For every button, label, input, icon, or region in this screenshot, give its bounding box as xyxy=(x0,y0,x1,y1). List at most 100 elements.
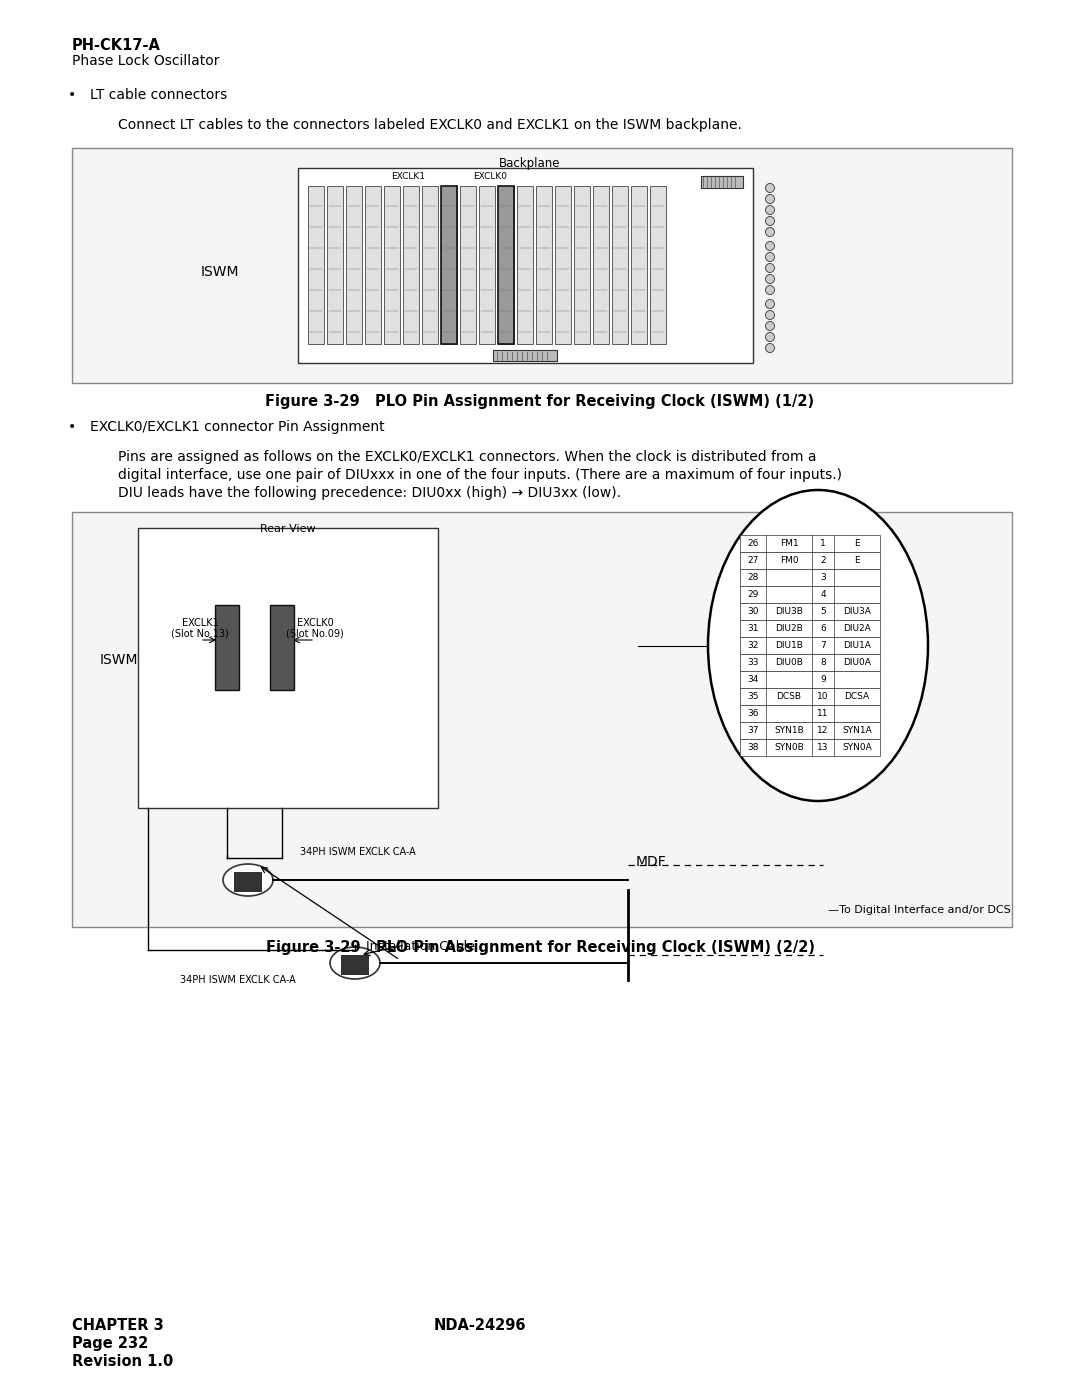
Circle shape xyxy=(766,194,774,204)
Text: MDF: MDF xyxy=(636,855,666,869)
Bar xyxy=(270,605,294,690)
Bar xyxy=(365,186,381,344)
Text: Phase Lock Oscillator: Phase Lock Oscillator xyxy=(72,54,219,68)
Circle shape xyxy=(766,264,774,272)
Text: Backplane: Backplane xyxy=(499,156,561,170)
Text: CHAPTER 3: CHAPTER 3 xyxy=(72,1317,164,1333)
Text: Page 232: Page 232 xyxy=(72,1336,148,1351)
Circle shape xyxy=(766,274,774,284)
Text: Revision 1.0: Revision 1.0 xyxy=(72,1354,173,1369)
Circle shape xyxy=(766,217,774,225)
Text: ISWM: ISWM xyxy=(100,652,138,666)
Text: FM0: FM0 xyxy=(780,556,798,564)
Bar xyxy=(384,186,400,344)
Bar xyxy=(327,186,343,344)
Text: ISWM: ISWM xyxy=(201,265,240,279)
Bar xyxy=(403,186,419,344)
Text: EXCLK0: EXCLK0 xyxy=(297,617,334,629)
Text: DIU1B: DIU1B xyxy=(775,641,802,650)
Bar xyxy=(740,552,880,569)
Text: Installation Cable: Installation Cable xyxy=(365,940,474,953)
Bar xyxy=(740,535,880,552)
Text: 34PH ISWM EXCLK CA-A: 34PH ISWM EXCLK CA-A xyxy=(180,975,296,985)
Text: DIU leads have the following precedence: DIU0xx (high) → DIU3xx (low).: DIU leads have the following precedence:… xyxy=(118,486,621,500)
Text: (Slot No.09): (Slot No.09) xyxy=(286,629,343,638)
Text: 4: 4 xyxy=(820,590,826,599)
Text: 5: 5 xyxy=(820,608,826,616)
Circle shape xyxy=(766,344,774,352)
Bar xyxy=(308,186,324,344)
Text: 33: 33 xyxy=(747,658,759,666)
Bar xyxy=(740,654,880,671)
Text: Rear View: Rear View xyxy=(260,524,315,534)
Bar xyxy=(631,186,647,344)
Text: 13: 13 xyxy=(818,743,828,752)
Text: EXCLK0: EXCLK0 xyxy=(473,172,507,182)
Bar xyxy=(341,956,369,975)
Bar xyxy=(555,186,571,344)
Text: 35: 35 xyxy=(747,692,759,701)
Bar xyxy=(422,186,438,344)
Bar xyxy=(72,148,1012,383)
Text: 31: 31 xyxy=(747,624,759,633)
Bar xyxy=(517,186,534,344)
Text: DCSA: DCSA xyxy=(845,692,869,701)
Bar xyxy=(480,186,495,344)
Text: DIU0A: DIU0A xyxy=(843,658,870,666)
Text: SYN1B: SYN1B xyxy=(774,726,804,735)
Text: EXCLK1: EXCLK1 xyxy=(391,172,426,182)
Circle shape xyxy=(766,321,774,331)
Circle shape xyxy=(766,183,774,193)
Text: 30: 30 xyxy=(747,608,759,616)
Text: Figure 3-29   PLO Pin Assignment for Receiving Clock (ISWM) (2/2): Figure 3-29 PLO Pin Assignment for Recei… xyxy=(266,940,814,956)
Bar xyxy=(346,186,362,344)
Bar xyxy=(740,569,880,585)
Bar xyxy=(650,186,666,344)
Text: Figure 3-29   PLO Pin Assignment for Receiving Clock (ISWM) (1/2): Figure 3-29 PLO Pin Assignment for Recei… xyxy=(266,394,814,409)
Bar xyxy=(234,872,262,893)
Text: 2: 2 xyxy=(820,556,826,564)
Bar xyxy=(612,186,627,344)
Bar xyxy=(298,168,753,363)
Bar xyxy=(573,186,590,344)
Text: 34PH ISWM EXCLK CA-A: 34PH ISWM EXCLK CA-A xyxy=(300,847,416,856)
Text: 37: 37 xyxy=(747,726,759,735)
Text: PH-CK17-A: PH-CK17-A xyxy=(72,38,161,53)
Ellipse shape xyxy=(330,947,380,979)
Text: 28: 28 xyxy=(747,573,758,583)
Bar xyxy=(593,186,609,344)
Ellipse shape xyxy=(222,863,273,895)
Text: 34: 34 xyxy=(747,675,758,685)
Text: DCSB: DCSB xyxy=(777,692,801,701)
Circle shape xyxy=(766,253,774,261)
Bar xyxy=(740,687,880,705)
Text: E: E xyxy=(854,539,860,548)
Ellipse shape xyxy=(708,490,928,800)
Text: DIU3A: DIU3A xyxy=(843,608,870,616)
Circle shape xyxy=(766,310,774,320)
Circle shape xyxy=(766,242,774,250)
Bar xyxy=(215,605,239,690)
Text: —To Digital Interface and/or DCS: —To Digital Interface and/or DCS xyxy=(828,905,1011,915)
Bar xyxy=(498,186,514,344)
Bar xyxy=(441,186,457,344)
Bar xyxy=(441,186,457,344)
Text: DIU1A: DIU1A xyxy=(843,641,870,650)
Text: •: • xyxy=(68,88,77,102)
Circle shape xyxy=(766,299,774,309)
Bar xyxy=(138,528,438,807)
Circle shape xyxy=(766,205,774,215)
Text: digital interface, use one pair of DIUxxx in one of the four inputs. (There are : digital interface, use one pair of DIUxx… xyxy=(118,468,842,482)
Text: (Slot No.13): (Slot No.13) xyxy=(171,629,229,638)
Text: SYN1A: SYN1A xyxy=(842,726,872,735)
Text: 9: 9 xyxy=(820,675,826,685)
Text: EXCLK0/EXCLK1 connector Pin Assignment: EXCLK0/EXCLK1 connector Pin Assignment xyxy=(90,420,384,434)
Circle shape xyxy=(766,332,774,341)
Bar xyxy=(72,511,1012,928)
Text: 3: 3 xyxy=(820,573,826,583)
Text: 7: 7 xyxy=(820,641,826,650)
Bar xyxy=(536,186,552,344)
Text: LT cable connectors: LT cable connectors xyxy=(90,88,227,102)
Text: 36: 36 xyxy=(747,710,759,718)
Text: DIU3B: DIU3B xyxy=(775,608,802,616)
